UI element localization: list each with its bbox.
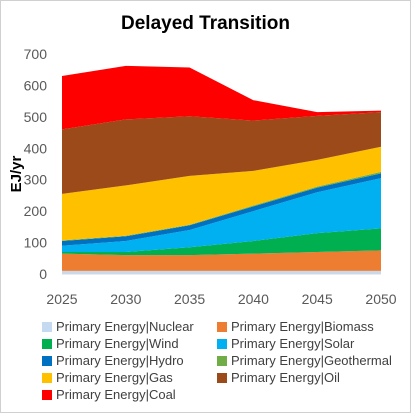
y-tick-label: 700 — [24, 46, 48, 62]
legend-label: Primary Energy|Nuclear — [56, 319, 194, 334]
y-tick-label: 600 — [24, 77, 48, 93]
x-tick-label: 2030 — [110, 291, 141, 307]
legend-item: Primary Energy|Biomass — [217, 319, 374, 334]
legend-swatch — [217, 355, 227, 366]
x-tick-label: 2035 — [174, 291, 205, 307]
x-tick-label: 2025 — [46, 291, 77, 307]
legend-item: Primary Energy|Gas — [42, 370, 173, 385]
area-series-biomass — [62, 250, 381, 271]
x-tick-label: 2040 — [238, 291, 269, 307]
legend-swatch — [42, 355, 52, 366]
y-tick-label: 0 — [39, 266, 47, 282]
y-axis-ticks: 0 100 200 300 400 500 600 700 — [24, 46, 48, 282]
area-series-hydro — [62, 173, 381, 246]
legend-item: Primary Energy|Coal — [42, 387, 176, 402]
legend-swatch — [42, 372, 52, 383]
area-series-solar — [62, 178, 381, 252]
y-tick-label: 100 — [24, 235, 48, 251]
y-tick-label: 400 — [24, 140, 48, 156]
chart-title: Delayed Transition — [121, 13, 290, 34]
legend-swatch — [42, 321, 52, 332]
legend-item: Primary Energy|Solar — [217, 336, 354, 351]
y-tick-label: 500 — [24, 109, 48, 125]
legend-label: Primary Energy|Gas — [56, 370, 173, 385]
legend-label: Primary Energy|Hydro — [56, 353, 184, 368]
area-series-group — [62, 65, 381, 274]
legend-label: Primary Energy|Geothermal — [231, 353, 392, 368]
legend-swatch — [42, 389, 52, 400]
area-series-nuclear — [62, 270, 381, 274]
x-axis-ticks: 2025 2030 2035 2040 2045 2050 — [46, 291, 396, 307]
legend-item: Primary Energy|Hydro — [42, 353, 184, 368]
y-tick-label: 300 — [24, 172, 48, 188]
legend-label: Primary Energy|Wind — [56, 336, 179, 351]
area-series-oil — [62, 112, 381, 194]
x-tick-label: 2050 — [365, 291, 396, 307]
legend-item: Primary Energy|Nuclear — [42, 319, 194, 334]
y-tick-label: 200 — [24, 203, 48, 219]
y-axis-label: EJ/yr — [8, 155, 25, 192]
legend-item: Primary Energy|Wind — [42, 336, 179, 351]
legend-swatch — [217, 372, 227, 383]
legend-label: Primary Energy|Coal — [56, 387, 176, 402]
area-series-wind — [62, 228, 381, 256]
area-series-gas — [62, 146, 381, 241]
legend-swatch — [217, 321, 227, 332]
legend-label: Primary Energy|Oil — [231, 370, 340, 385]
legend-label: Primary Energy|Solar — [231, 336, 355, 351]
legend-swatch — [217, 338, 227, 349]
legend-label: Primary Energy|Biomass — [231, 319, 374, 334]
legend-swatch — [42, 338, 52, 349]
area-series-coal — [62, 65, 381, 130]
x-tick-label: 2045 — [302, 291, 333, 307]
legend-item: Primary Energy|Oil — [217, 370, 340, 385]
legend-item: Primary Energy|Geothermal — [217, 353, 392, 368]
